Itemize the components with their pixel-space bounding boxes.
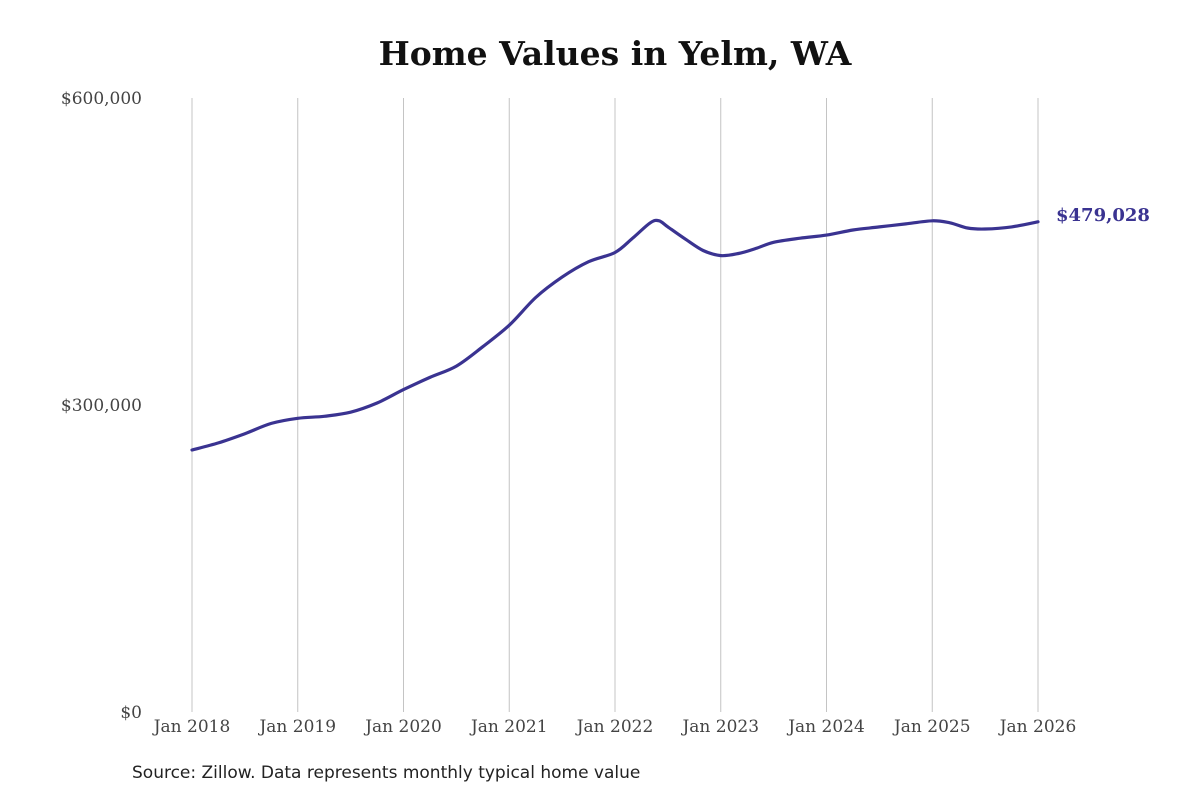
y-tick-label: $300,000 xyxy=(61,396,142,416)
y-tick-label: $0 xyxy=(120,703,142,723)
x-tick-label: Jan 2022 xyxy=(575,717,654,737)
x-tick-label: Jan 2021 xyxy=(469,717,548,737)
x-tick-label: Jan 2020 xyxy=(363,717,442,737)
x-tick-label: Jan 2024 xyxy=(786,717,865,737)
x-axis-ticks: Jan 2018 Jan 2019 Jan 2020 Jan 2021 Jan 2022… xyxy=(152,717,1077,737)
x-tick-label: Jan 2023 xyxy=(680,717,759,737)
y-axis-ticks: $0 $300,000 $600,000 xyxy=(61,89,142,723)
chart-title: Home Values in Yelm, WA xyxy=(378,34,852,73)
x-tick-label: Jan 2019 xyxy=(257,717,336,737)
gridlines xyxy=(191,98,1039,712)
y-tick-label: $600,000 xyxy=(61,89,142,109)
x-tick-label: Jan 2025 xyxy=(892,717,971,737)
last-value-label: $479,028 xyxy=(1056,205,1150,226)
x-tick-label: Jan 2026 xyxy=(998,717,1077,737)
source-note: Source: Zillow. Data represents monthly … xyxy=(132,763,641,783)
home-value-line xyxy=(190,218,1040,452)
x-tick-label: Jan 2018 xyxy=(152,717,231,737)
